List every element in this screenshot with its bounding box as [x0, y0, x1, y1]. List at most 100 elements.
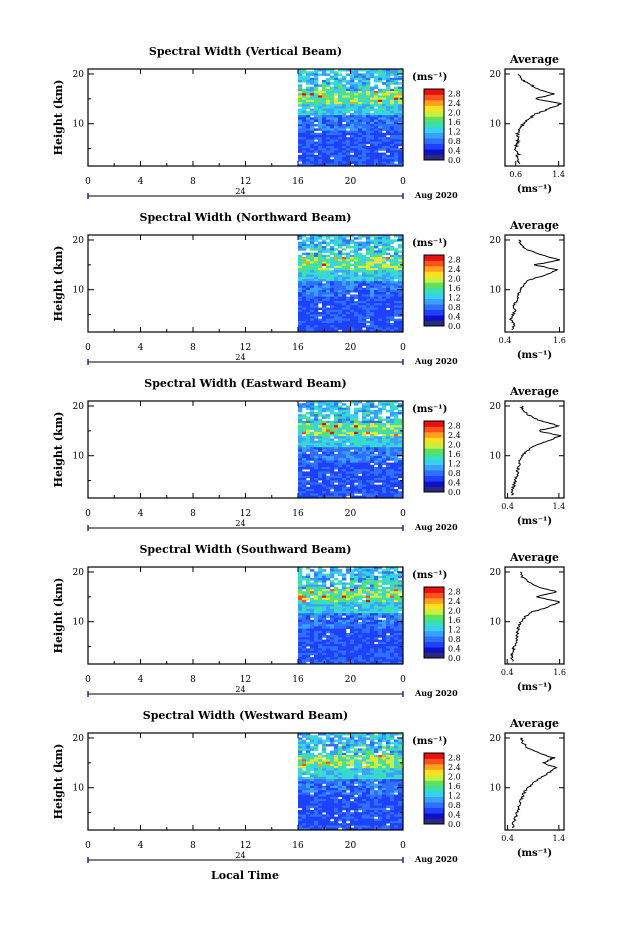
heatmap-cell	[306, 637, 311, 640]
heatmap-cell	[386, 600, 391, 603]
heatmap-cell	[330, 110, 335, 114]
heatmap-cell	[330, 137, 335, 140]
heatmap-cell	[314, 593, 319, 596]
heatmap-cell	[298, 73, 303, 76]
colorbar-unit: (ms⁻¹)	[412, 72, 447, 83]
heatmap-cell	[390, 298, 395, 302]
heatmap-cell	[342, 86, 347, 90]
heatmap-cell	[350, 602, 355, 605]
heatmap-cell	[298, 440, 303, 444]
heatmap-cell	[378, 445, 383, 448]
heatmap-cell	[330, 449, 335, 452]
heatmap-cell	[338, 495, 343, 498]
colorbar-frame	[423, 254, 445, 327]
heatmap-cell	[362, 84, 367, 87]
heatmap-cell	[370, 128, 375, 131]
heatmap-cell	[302, 597, 307, 601]
heatmap-cell	[378, 407, 383, 411]
heatmap-cell	[362, 73, 367, 76]
heatmap-cell	[330, 314, 335, 317]
heatmap-cell	[386, 580, 391, 583]
heatmap-cell	[318, 248, 323, 251]
heatmap-cell	[370, 626, 375, 629]
heatmap-cell	[378, 281, 383, 284]
heatmap-cell	[310, 239, 315, 242]
heatmap-cell	[314, 637, 319, 640]
heatmap-cell	[350, 301, 355, 304]
heatmap-cell	[358, 77, 363, 81]
heatmap-cell	[298, 420, 303, 424]
heatmap-cell	[326, 578, 331, 581]
heatmap-cell	[358, 143, 363, 147]
heatmap-cell	[326, 314, 331, 317]
heatmap-cell	[390, 652, 395, 656]
heatmap-cell	[334, 407, 339, 411]
heatmap-cell	[342, 489, 347, 492]
heatmap-cell	[378, 95, 383, 98]
heatmap-cell	[378, 615, 383, 618]
heatmap-cell	[398, 648, 403, 651]
average-profile-line	[509, 239, 560, 330]
heatmap-cell	[354, 124, 359, 127]
heatmap-cell	[302, 447, 307, 450]
heatmap-cell	[310, 102, 315, 105]
colorbar-unit: (ms⁻¹)	[412, 404, 447, 415]
heatmap-cell	[318, 243, 323, 247]
heatmap-cell	[322, 628, 327, 632]
heatmap-cell	[358, 467, 363, 470]
heatmap-cell	[306, 475, 311, 479]
heatmap-cell	[354, 141, 359, 145]
heatmap-cell	[314, 312, 319, 315]
heatmap-cell	[306, 254, 311, 258]
heatmap-cell	[382, 270, 387, 273]
heatmap-cell	[298, 648, 303, 651]
heatmap-cell	[358, 491, 363, 494]
heatmap-cell	[326, 615, 331, 618]
heatmap-cell	[378, 597, 383, 601]
heatmap-cell	[322, 102, 327, 105]
heatmap-cell	[334, 254, 339, 258]
heatmap-cell	[306, 582, 311, 585]
heatmap-cell	[326, 119, 331, 123]
heatmap-cell	[358, 436, 363, 439]
heatmap-cell	[318, 617, 323, 621]
heatmap-cell	[314, 239, 319, 242]
heatmap-cell	[314, 447, 319, 450]
colorbar-tick-label: 2.8	[448, 422, 461, 431]
heatmap-cell	[398, 77, 403, 81]
heatmap-cell	[386, 482, 391, 485]
heatmap-cell	[302, 626, 307, 629]
heatmap-cell	[306, 106, 311, 109]
heatmap-cell	[374, 318, 379, 322]
heatmap-cell	[354, 447, 359, 450]
heatmap-cell	[390, 606, 395, 610]
heatmap-cell	[314, 648, 319, 651]
heatmap-cell	[362, 126, 367, 129]
heatmap-cell	[334, 239, 339, 242]
heatmap-cell	[306, 237, 311, 240]
heatmap-cell	[330, 130, 335, 134]
heatmap-cell	[370, 580, 375, 583]
heatmap-cell	[362, 429, 367, 433]
heatmap-cell	[366, 268, 371, 271]
heatmap-cell	[394, 624, 399, 627]
heatmap-cell	[322, 458, 327, 461]
heatmap-cell	[378, 141, 383, 145]
heatmap-cell	[338, 639, 343, 643]
colorbar-segment	[424, 154, 444, 161]
heatmap-cell	[358, 595, 363, 599]
heatmap-cell	[378, 431, 383, 435]
heatmap-cell	[302, 595, 307, 599]
x-tick-label: 4	[138, 509, 144, 519]
heatmap-cell	[318, 115, 323, 118]
heatmap-cell	[326, 104, 331, 107]
heatmap-cell	[366, 733, 371, 736]
heatmap-cell	[378, 298, 383, 302]
heatmap-cell	[394, 440, 399, 444]
heatmap-cell	[342, 495, 347, 498]
heatmap-cell	[394, 132, 399, 136]
heatmap-cell	[358, 243, 363, 247]
heatmap-cell	[298, 633, 303, 636]
heatmap-cell	[314, 325, 319, 328]
heatmap-cell	[350, 648, 355, 651]
